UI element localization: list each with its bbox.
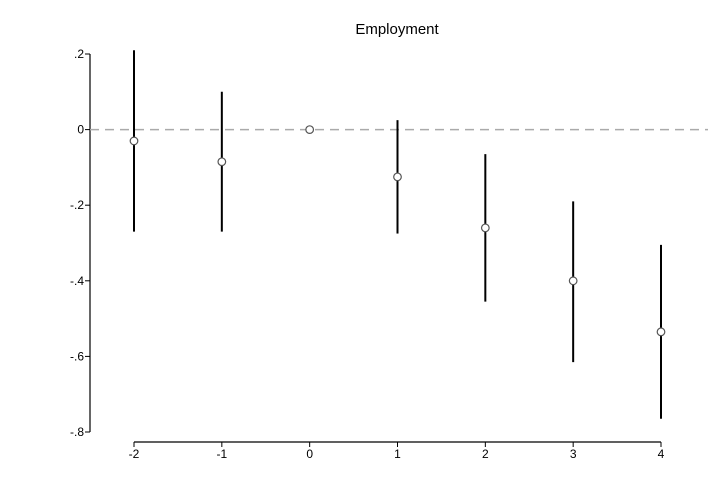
point-estimate-marker	[129, 136, 139, 146]
point-estimate-marker	[393, 172, 402, 182]
point-estimate-marker	[305, 125, 315, 135]
x-tick-label: -2	[129, 447, 140, 461]
x-tick-label: 1	[394, 447, 401, 461]
confidence-intervals	[133, 50, 662, 419]
y-tick-label: 0	[77, 123, 84, 137]
x-tick-label: -1	[216, 447, 227, 461]
y-tick-label: -.8	[70, 425, 84, 439]
x-tick-label: 4	[658, 447, 665, 461]
chart-title: Employment	[355, 21, 439, 38]
y-tick-label: -.6	[70, 349, 84, 363]
x-tick-label: 0	[306, 447, 313, 461]
y-tick-label: -.4	[70, 274, 84, 288]
y-tick-label: .2	[74, 47, 84, 61]
point-estimate-marker	[656, 327, 666, 337]
point-estimate-marker	[568, 276, 578, 286]
point-estimate-marker	[217, 157, 227, 167]
point-estimates	[129, 125, 666, 337]
y-tick-label: -.2	[70, 198, 84, 212]
x-tick-label: 3	[570, 447, 577, 461]
point-estimate-marker	[480, 223, 490, 233]
y-axis-ticks: .2 0 -.2 -.4 -.6 -.8	[70, 47, 90, 439]
x-tick-label: 2	[482, 447, 489, 461]
x-axis-ticks: -2 -1 0 1 2 3 4	[129, 442, 665, 461]
